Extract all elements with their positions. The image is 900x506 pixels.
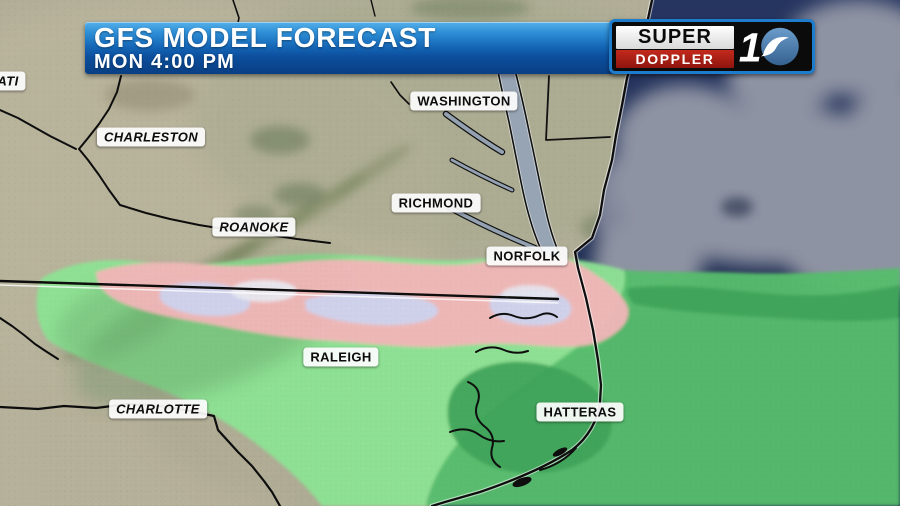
coastlines — [429, 0, 655, 506]
state-border-wv-ky — [0, 317, 59, 360]
city-label-cincinnati-partial: ATI — [0, 71, 26, 91]
pamlico-sound-shorelines — [449, 312, 577, 471]
channel-digit-one: 1 — [739, 25, 762, 68]
city-label-richmond: RICHMOND — [391, 193, 481, 213]
state-border-md — [390, 81, 410, 105]
city-label-norfolk: NORFOLK — [486, 246, 568, 266]
cloud-cover — [590, 0, 900, 307]
state-border-nc-sc — [0, 402, 282, 506]
banner-title: GFS MODEL FORECAST — [94, 22, 437, 53]
wave-icon — [761, 36, 789, 57]
city-label-washington: WASHINGTON — [410, 91, 518, 111]
state-borders — [0, 0, 560, 506]
banner: GFS MODEL FORECAST MON 4:00 PM — [85, 22, 630, 74]
state-border-ky-oh — [0, 109, 77, 150]
logo-super-text: SUPER — [616, 25, 734, 49]
river-line-top2 — [370, 0, 376, 17]
state-border-va-nc-highlight — [0, 284, 559, 304]
logo-doppler-text: DOPPLER — [616, 49, 734, 68]
city-label-raleigh: RALEIGH — [303, 347, 379, 367]
city-label-roanoke: ROANOKE — [212, 217, 296, 237]
station-logo-words: SUPER DOPPLER — [616, 25, 734, 68]
state-border-va-nc — [0, 279, 560, 301]
wave-circle-icon — [761, 27, 799, 66]
channel-10-logo: 1 — [739, 25, 799, 68]
station-logo: SUPER DOPPLER 1 — [609, 19, 815, 74]
city-label-hatteras: HATTERAS — [536, 402, 624, 422]
city-label-charleston: CHARLESTON — [96, 127, 206, 147]
banner-timestamp: MON 4:00 PM — [94, 51, 236, 73]
city-label-charlotte: CHARLOTTE — [109, 399, 207, 419]
